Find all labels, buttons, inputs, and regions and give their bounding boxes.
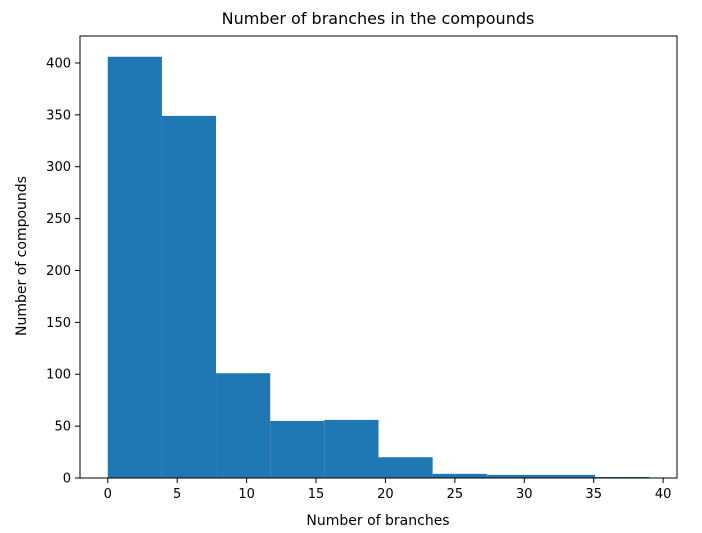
histogram-bar bbox=[540, 474, 596, 478]
y-axis: 0 50 100 150 200 250 300 350 400 bbox=[46, 56, 80, 487]
y-tick-label: 200 bbox=[46, 264, 71, 279]
y-tick-label: 250 bbox=[46, 212, 71, 227]
y-tick-label: 100 bbox=[46, 368, 71, 383]
histogram-bar bbox=[378, 457, 433, 478]
histogram-bar bbox=[595, 476, 650, 478]
y-tick-label: 0 bbox=[63, 472, 71, 487]
histogram-bar bbox=[107, 56, 162, 479]
histogram-bar bbox=[324, 419, 379, 478]
y-tick-label: 350 bbox=[46, 108, 71, 123]
x-tick-label: 30 bbox=[516, 487, 533, 502]
x-tick-label: 20 bbox=[377, 487, 394, 502]
histogram-bar bbox=[161, 115, 217, 478]
y-tick-label: 150 bbox=[46, 316, 71, 331]
y-tick-label: 400 bbox=[46, 56, 71, 71]
x-tick-label: 35 bbox=[585, 487, 602, 502]
y-tick-label: 300 bbox=[46, 160, 71, 175]
x-axis: 0 5 10 15 20 25 30 35 40 bbox=[104, 478, 672, 502]
y-tick-label: 50 bbox=[54, 420, 71, 435]
x-tick-label: 10 bbox=[238, 487, 255, 502]
chart-title: Number of branches in the compounds bbox=[222, 9, 535, 28]
plot-frame bbox=[79, 35, 678, 479]
x-tick-label: 5 bbox=[173, 487, 181, 502]
x-tick-label: 0 bbox=[104, 487, 112, 502]
histogram-bar bbox=[270, 420, 325, 478]
histogram-bar bbox=[486, 474, 541, 478]
bars-layer bbox=[107, 56, 650, 479]
x-tick-label: 25 bbox=[447, 487, 464, 502]
x-tick-label: 15 bbox=[308, 487, 325, 502]
y-axis-label: Number of compounds bbox=[14, 176, 30, 336]
x-axis-label: Number of branches bbox=[306, 513, 449, 529]
histogram-bar bbox=[216, 373, 271, 478]
histogram-bar bbox=[432, 473, 487, 478]
x-tick-label: 40 bbox=[655, 487, 672, 502]
